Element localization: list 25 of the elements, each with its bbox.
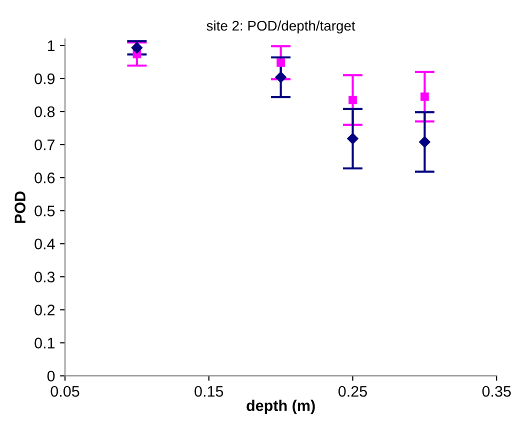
y-tick-label: 1 <box>48 40 55 52</box>
y-axis-title: POD <box>14 191 26 223</box>
point <box>347 133 358 144</box>
chart-title: site 2: POD/depth/target <box>206 20 356 34</box>
y-tick-label: 0.1 <box>34 338 55 348</box>
point <box>348 96 357 104</box>
x-tick-label: 0.25 <box>338 386 367 397</box>
y-tick-label: 0.3 <box>34 272 55 282</box>
y-tick-label: 0.5 <box>34 206 55 216</box>
point <box>419 136 430 148</box>
x-tick-label: 0.35 <box>482 386 511 397</box>
point <box>420 92 429 101</box>
point <box>131 42 143 54</box>
y-tick-label: 0.4 <box>34 238 55 250</box>
y-tick-label: 0.6 <box>34 172 55 184</box>
point <box>275 72 286 83</box>
y-tick-label: 0.8 <box>34 106 55 118</box>
y-tick-label: 0.9 <box>34 73 55 84</box>
y-tick-label: 0.2 <box>34 304 55 316</box>
x-tick-label: 0.15 <box>194 386 224 397</box>
point <box>276 58 285 67</box>
x-axis-title: depth (m) <box>246 400 315 414</box>
y-tick-label: 0.7 <box>34 139 55 150</box>
x-tick-label: 0.05 <box>50 386 80 397</box>
y-tick-label: 0 <box>47 370 55 382</box>
